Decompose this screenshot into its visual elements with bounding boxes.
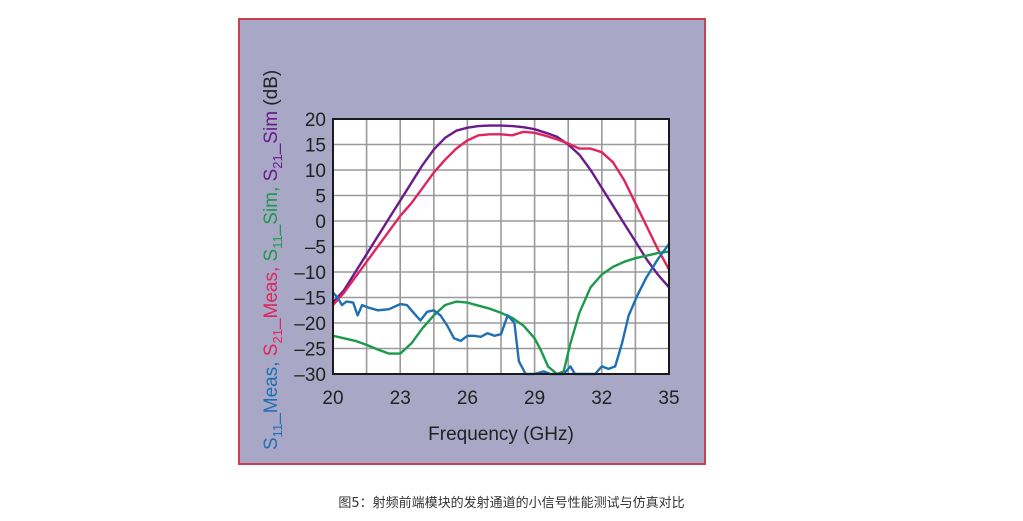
x-tick-label: 35 (658, 388, 679, 409)
data-series (331, 124, 671, 376)
series-s11-meas (331, 242, 671, 376)
y-tick-label: 0 (315, 212, 326, 233)
y-tick-label: 20 (305, 110, 326, 131)
x-tick-label: 29 (524, 388, 545, 409)
x-tick-label: 32 (591, 388, 612, 409)
y-tick-labels: 20 15 10 5 0 –5 –10 –15 –20 –25 –30 (294, 110, 326, 386)
y-tick-label: –15 (294, 289, 326, 310)
y-tick-label: 15 (305, 136, 326, 157)
y-tick-label: –25 (294, 340, 326, 361)
x-axis-label: Frequency (GHz) (428, 424, 574, 445)
series-s11-sim (331, 250, 671, 376)
y-tick-label: –30 (294, 365, 326, 386)
series-s21-sim (331, 124, 671, 304)
plot-border (332, 118, 670, 375)
y-tick-label: –20 (294, 314, 326, 335)
y-tick-label: –5 (305, 238, 326, 259)
x-tick-labels: 20 23 26 29 32 35 (322, 388, 679, 409)
y-axis-label: S11_Meas, S21_Meas, S11_Sim, S21_Sim (dB… (261, 70, 285, 450)
y-tick-label: –10 (294, 263, 326, 284)
x-tick-label: 23 (390, 388, 411, 409)
x-tick-label: 26 (457, 388, 478, 409)
y-tick-label: 5 (315, 187, 326, 208)
y-tick-label: 10 (305, 161, 326, 182)
x-tick-label: 20 (322, 388, 343, 409)
grid-lines (333, 119, 669, 374)
figure-caption: 图5：射频前端模块的发射通道的小信号性能测试与仿真对比 (338, 496, 685, 511)
series-s21-meas (331, 130, 671, 307)
